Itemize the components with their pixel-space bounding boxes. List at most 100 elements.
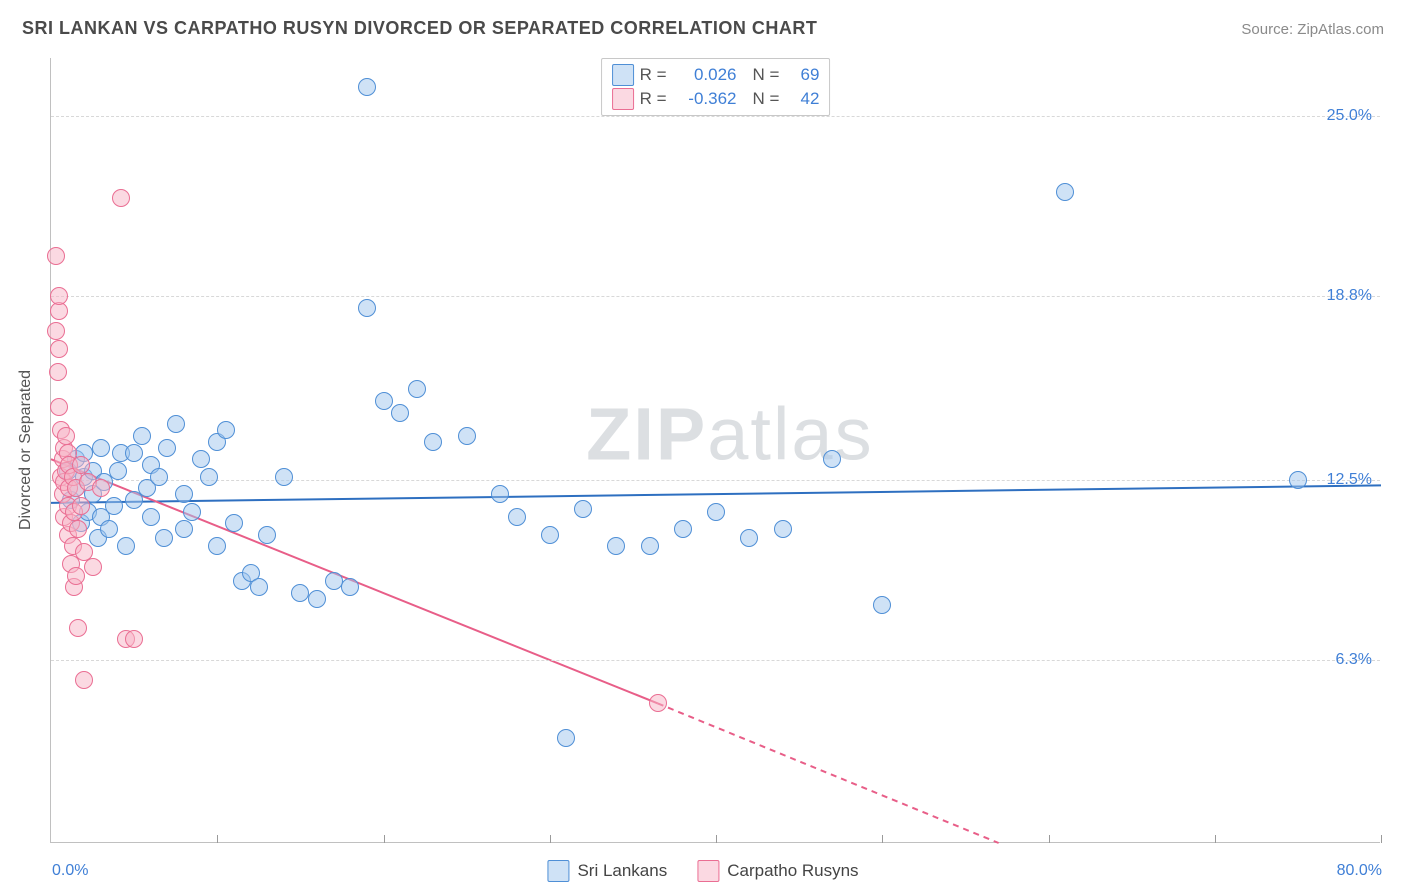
data-point xyxy=(557,729,575,747)
data-point xyxy=(740,529,758,547)
data-point xyxy=(250,578,268,596)
data-point xyxy=(69,520,87,538)
r-value: 0.026 xyxy=(673,65,737,85)
data-point xyxy=(341,578,359,596)
data-point xyxy=(275,468,293,486)
r-label: R = xyxy=(640,89,667,109)
chart-title: SRI LANKAN VS CARPATHO RUSYN DIVORCED OR… xyxy=(22,18,817,39)
y-tick-label: 6.3% xyxy=(1336,651,1372,669)
data-point xyxy=(217,421,235,439)
data-point xyxy=(50,340,68,358)
r-value: -0.362 xyxy=(673,89,737,109)
y-tick-label: 12.5% xyxy=(1327,471,1372,489)
data-point xyxy=(358,299,376,317)
data-point xyxy=(92,439,110,457)
data-point xyxy=(47,322,65,340)
data-point xyxy=(649,694,667,712)
data-point xyxy=(674,520,692,538)
data-point xyxy=(72,497,90,515)
data-point xyxy=(200,468,218,486)
data-point xyxy=(50,398,68,416)
data-point xyxy=(125,444,143,462)
data-point xyxy=(641,537,659,555)
data-point xyxy=(150,468,168,486)
data-point xyxy=(358,78,376,96)
legend-row: R = -0.362 N =42 xyxy=(612,87,820,111)
data-point xyxy=(1289,471,1307,489)
data-point xyxy=(574,500,592,518)
data-point xyxy=(192,450,210,468)
legend-swatch-icon xyxy=(612,64,634,86)
data-point xyxy=(105,497,123,515)
correlation-legend: R = 0.026 N =69R = -0.362 N =42 xyxy=(601,58,831,116)
data-point xyxy=(125,630,143,648)
scatter-chart: ZIPatlas R =0.026N =69R =-0.362N =42 6.3… xyxy=(50,58,1380,843)
data-point xyxy=(109,462,127,480)
legend-label: Carpatho Rusyns xyxy=(727,861,858,881)
data-point xyxy=(391,404,409,422)
gridline xyxy=(51,296,1380,297)
data-point xyxy=(84,558,102,576)
y-axis-title: Divorced or Separated xyxy=(17,370,35,530)
n-label: N = xyxy=(753,89,780,109)
n-value: 42 xyxy=(785,89,819,109)
trendlines-svg xyxy=(51,58,1381,843)
gridline xyxy=(51,660,1380,661)
data-point xyxy=(225,514,243,532)
x-tick xyxy=(716,835,717,843)
data-point xyxy=(774,520,792,538)
data-point xyxy=(491,485,509,503)
data-point xyxy=(308,590,326,608)
data-point xyxy=(133,427,151,445)
data-point xyxy=(607,537,625,555)
gridline xyxy=(51,480,1380,481)
data-point xyxy=(75,671,93,689)
legend-row: R =0.026N =69 xyxy=(612,63,820,87)
legend-label: Sri Lankans xyxy=(577,861,667,881)
data-point xyxy=(49,363,67,381)
data-point xyxy=(117,537,135,555)
data-point xyxy=(175,520,193,538)
x-tick xyxy=(1381,835,1382,843)
source-prefix: Source: xyxy=(1241,21,1297,38)
x-tick xyxy=(217,835,218,843)
x-axis-max-label: 80.0% xyxy=(1337,862,1382,880)
data-point xyxy=(100,520,118,538)
x-tick xyxy=(882,835,883,843)
data-point xyxy=(291,584,309,602)
data-point xyxy=(67,567,85,585)
data-point xyxy=(57,427,75,445)
data-point xyxy=(142,508,160,526)
source-attribution: Source: ZipAtlas.com xyxy=(1241,21,1384,38)
x-tick xyxy=(1049,835,1050,843)
data-point xyxy=(50,287,68,305)
data-point xyxy=(175,485,193,503)
data-point xyxy=(183,503,201,521)
r-label: R = xyxy=(640,65,667,85)
legend-item: Carpatho Rusyns xyxy=(697,860,858,882)
data-point xyxy=(408,380,426,398)
y-tick-label: 25.0% xyxy=(1327,107,1372,125)
data-point xyxy=(112,189,130,207)
data-point xyxy=(541,526,559,544)
x-tick xyxy=(384,835,385,843)
data-point xyxy=(508,508,526,526)
data-point xyxy=(258,526,276,544)
legend-swatch-icon xyxy=(612,88,634,110)
y-tick-label: 18.8% xyxy=(1327,287,1372,305)
data-point xyxy=(707,503,725,521)
data-point xyxy=(375,392,393,410)
gridline xyxy=(51,116,1380,117)
source-name: ZipAtlas.com xyxy=(1297,21,1384,38)
x-tick xyxy=(550,835,551,843)
legend-item: Sri Lankans xyxy=(547,860,667,882)
data-point xyxy=(208,537,226,555)
n-value: 69 xyxy=(785,65,819,85)
legend-swatch-icon xyxy=(547,860,569,882)
data-point xyxy=(158,439,176,457)
data-point xyxy=(167,415,185,433)
data-point xyxy=(72,456,90,474)
data-point xyxy=(155,529,173,547)
x-axis-min-label: 0.0% xyxy=(52,862,88,880)
x-tick xyxy=(1215,835,1216,843)
